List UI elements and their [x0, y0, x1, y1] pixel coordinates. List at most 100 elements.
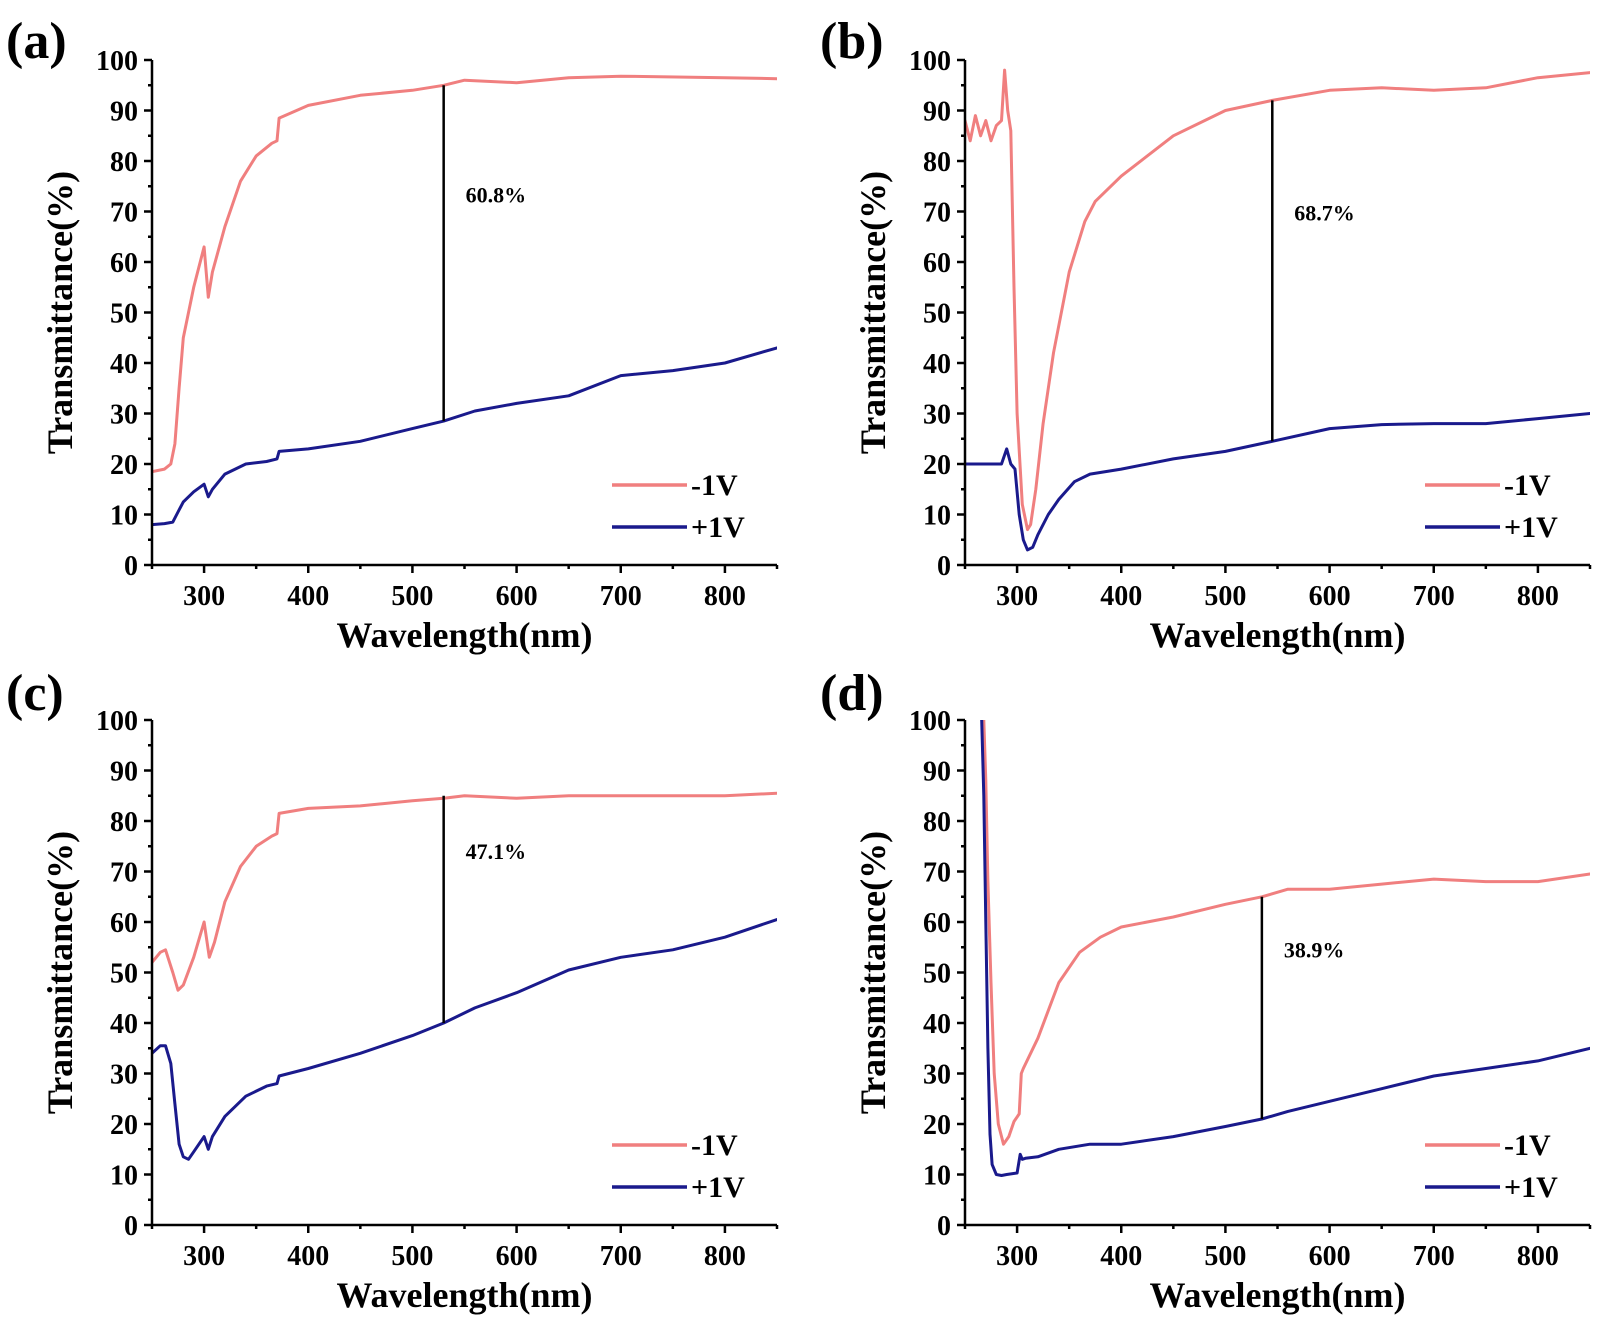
chart-panel: (d) 38.9% 0 10 20 30 40 50 60 70 80 90 100 300 400 500 6…	[820, 665, 1592, 1315]
difference-annotation: 47.1%	[466, 839, 526, 864]
y-axis-title: Transmittance(%)	[40, 831, 80, 1114]
y-tick-label: 80	[923, 147, 951, 178]
difference-annotation: 68.7%	[1294, 200, 1355, 225]
y-tick-label: 50	[923, 299, 951, 330]
x-tick-label: 400	[1100, 581, 1142, 612]
difference-annotation: 38.9%	[1284, 937, 1345, 962]
series-line-neg	[152, 791, 777, 992]
x-axis-title: Wavelength(nm)	[337, 615, 593, 655]
chart-panel: (b) 68.7% 0 10 20 30 40 50 60 70 80 90 100 300 400 500 6…	[820, 13, 1592, 655]
y-tick-label: 40	[110, 1009, 138, 1040]
y-axis-title: Transmittance(%)	[853, 831, 893, 1114]
x-tick-label: 600	[1309, 1241, 1351, 1272]
y-tick-label: 10	[110, 501, 138, 532]
x-tick-label: 500	[1204, 581, 1246, 612]
y-tick-label: 100	[909, 706, 951, 737]
y-tick-label: 30	[110, 400, 138, 431]
y-tick-label: 30	[110, 1060, 138, 1091]
x-tick-label: 700	[1413, 581, 1455, 612]
legend-label: +1V	[691, 511, 745, 544]
x-tick-label: 800	[1517, 581, 1559, 612]
y-tick-label: 20	[923, 1110, 951, 1141]
y-axis-title: Transmittance(%)	[40, 171, 80, 454]
x-tick-label: 700	[600, 581, 642, 612]
y-tick-label: 10	[110, 1161, 138, 1192]
x-axis-title: Wavelength(nm)	[337, 1275, 593, 1315]
y-tick-label: 70	[923, 858, 951, 889]
y-tick-label: 40	[923, 1009, 951, 1040]
x-tick-label: 800	[704, 581, 746, 612]
y-tick-label: 70	[110, 858, 138, 889]
y-tick-label: 100	[96, 706, 138, 737]
y-tick-label: 80	[110, 147, 138, 178]
x-tick-label: 800	[1517, 1241, 1559, 1272]
y-tick-label: 70	[110, 198, 138, 229]
y-tick-label: 20	[923, 450, 951, 481]
y-tick-label: 90	[110, 757, 138, 788]
legend-label: -1V	[1504, 1129, 1551, 1162]
y-tick-label: 0	[124, 551, 138, 582]
series-line-neg	[965, 68, 1590, 532]
legend-label: -1V	[1504, 469, 1551, 502]
legend-label: -1V	[691, 469, 738, 502]
series-line-pos	[980, 720, 1590, 1177]
x-tick-label: 600	[496, 1241, 538, 1272]
x-tick-label: 300	[996, 1241, 1038, 1272]
series-line-neg	[982, 720, 1590, 1146]
y-tick-label: 80	[110, 807, 138, 838]
difference-annotation: 60.8%	[466, 183, 526, 208]
axis-frame	[963, 60, 1590, 567]
series-line-pos	[152, 346, 777, 527]
y-tick-label: 0	[937, 1211, 951, 1242]
y-tick-label: 80	[923, 807, 951, 838]
panel-label: (a)	[6, 13, 67, 70]
x-axis-title: Wavelength(nm)	[1150, 615, 1406, 655]
y-tick-label: 0	[124, 1211, 138, 1242]
x-tick-label: 400	[1100, 1241, 1142, 1272]
series-line-pos	[965, 412, 1590, 552]
x-tick-label: 300	[183, 1241, 225, 1272]
x-tick-label: 600	[1309, 581, 1351, 612]
y-tick-label: 60	[923, 248, 951, 279]
y-tick-label: 50	[110, 959, 138, 990]
panel-label: (d)	[820, 665, 884, 722]
y-tick-label: 50	[110, 299, 138, 330]
y-tick-label: 10	[923, 501, 951, 532]
y-tick-label: 40	[110, 349, 138, 380]
x-tick-label: 400	[287, 1241, 329, 1272]
y-tick-label: 50	[923, 959, 951, 990]
y-tick-label: 90	[110, 97, 138, 128]
y-tick-label: 10	[923, 1161, 951, 1192]
y-tick-label: 20	[110, 1110, 138, 1141]
y-tick-label: 100	[96, 46, 138, 77]
x-tick-label: 300	[996, 581, 1038, 612]
y-tick-label: 30	[923, 1060, 951, 1091]
y-tick-label: 0	[937, 551, 951, 582]
x-tick-label: 300	[183, 581, 225, 612]
x-tick-label: 500	[391, 581, 433, 612]
y-tick-label: 40	[923, 349, 951, 380]
y-axis-title: Transmittance(%)	[853, 171, 893, 454]
y-tick-label: 20	[110, 450, 138, 481]
x-axis-title: Wavelength(nm)	[1150, 1275, 1406, 1315]
x-tick-label: 700	[1413, 1241, 1455, 1272]
x-tick-label: 400	[287, 581, 329, 612]
chart-panel: (c) 47.1% 0 10 20 30 40 50 60 70 80 90 100 300 400 500 6…	[6, 665, 779, 1315]
panel-label: (c)	[6, 665, 64, 722]
x-tick-label: 800	[704, 1241, 746, 1272]
legend-label: +1V	[691, 1171, 745, 1204]
y-tick-label: 60	[923, 908, 951, 939]
x-tick-label: 500	[391, 1241, 433, 1272]
legend-label: +1V	[1504, 1171, 1558, 1204]
y-tick-label: 90	[923, 757, 951, 788]
panel-label: (b)	[820, 13, 884, 70]
y-tick-label: 30	[923, 400, 951, 431]
series-line-pos	[152, 918, 777, 1161]
series-line-neg	[152, 74, 777, 474]
legend-label: -1V	[691, 1129, 738, 1162]
y-tick-label: 60	[110, 908, 138, 939]
axis-frame	[150, 60, 777, 567]
x-tick-label: 500	[1204, 1241, 1246, 1272]
x-tick-label: 600	[496, 581, 538, 612]
